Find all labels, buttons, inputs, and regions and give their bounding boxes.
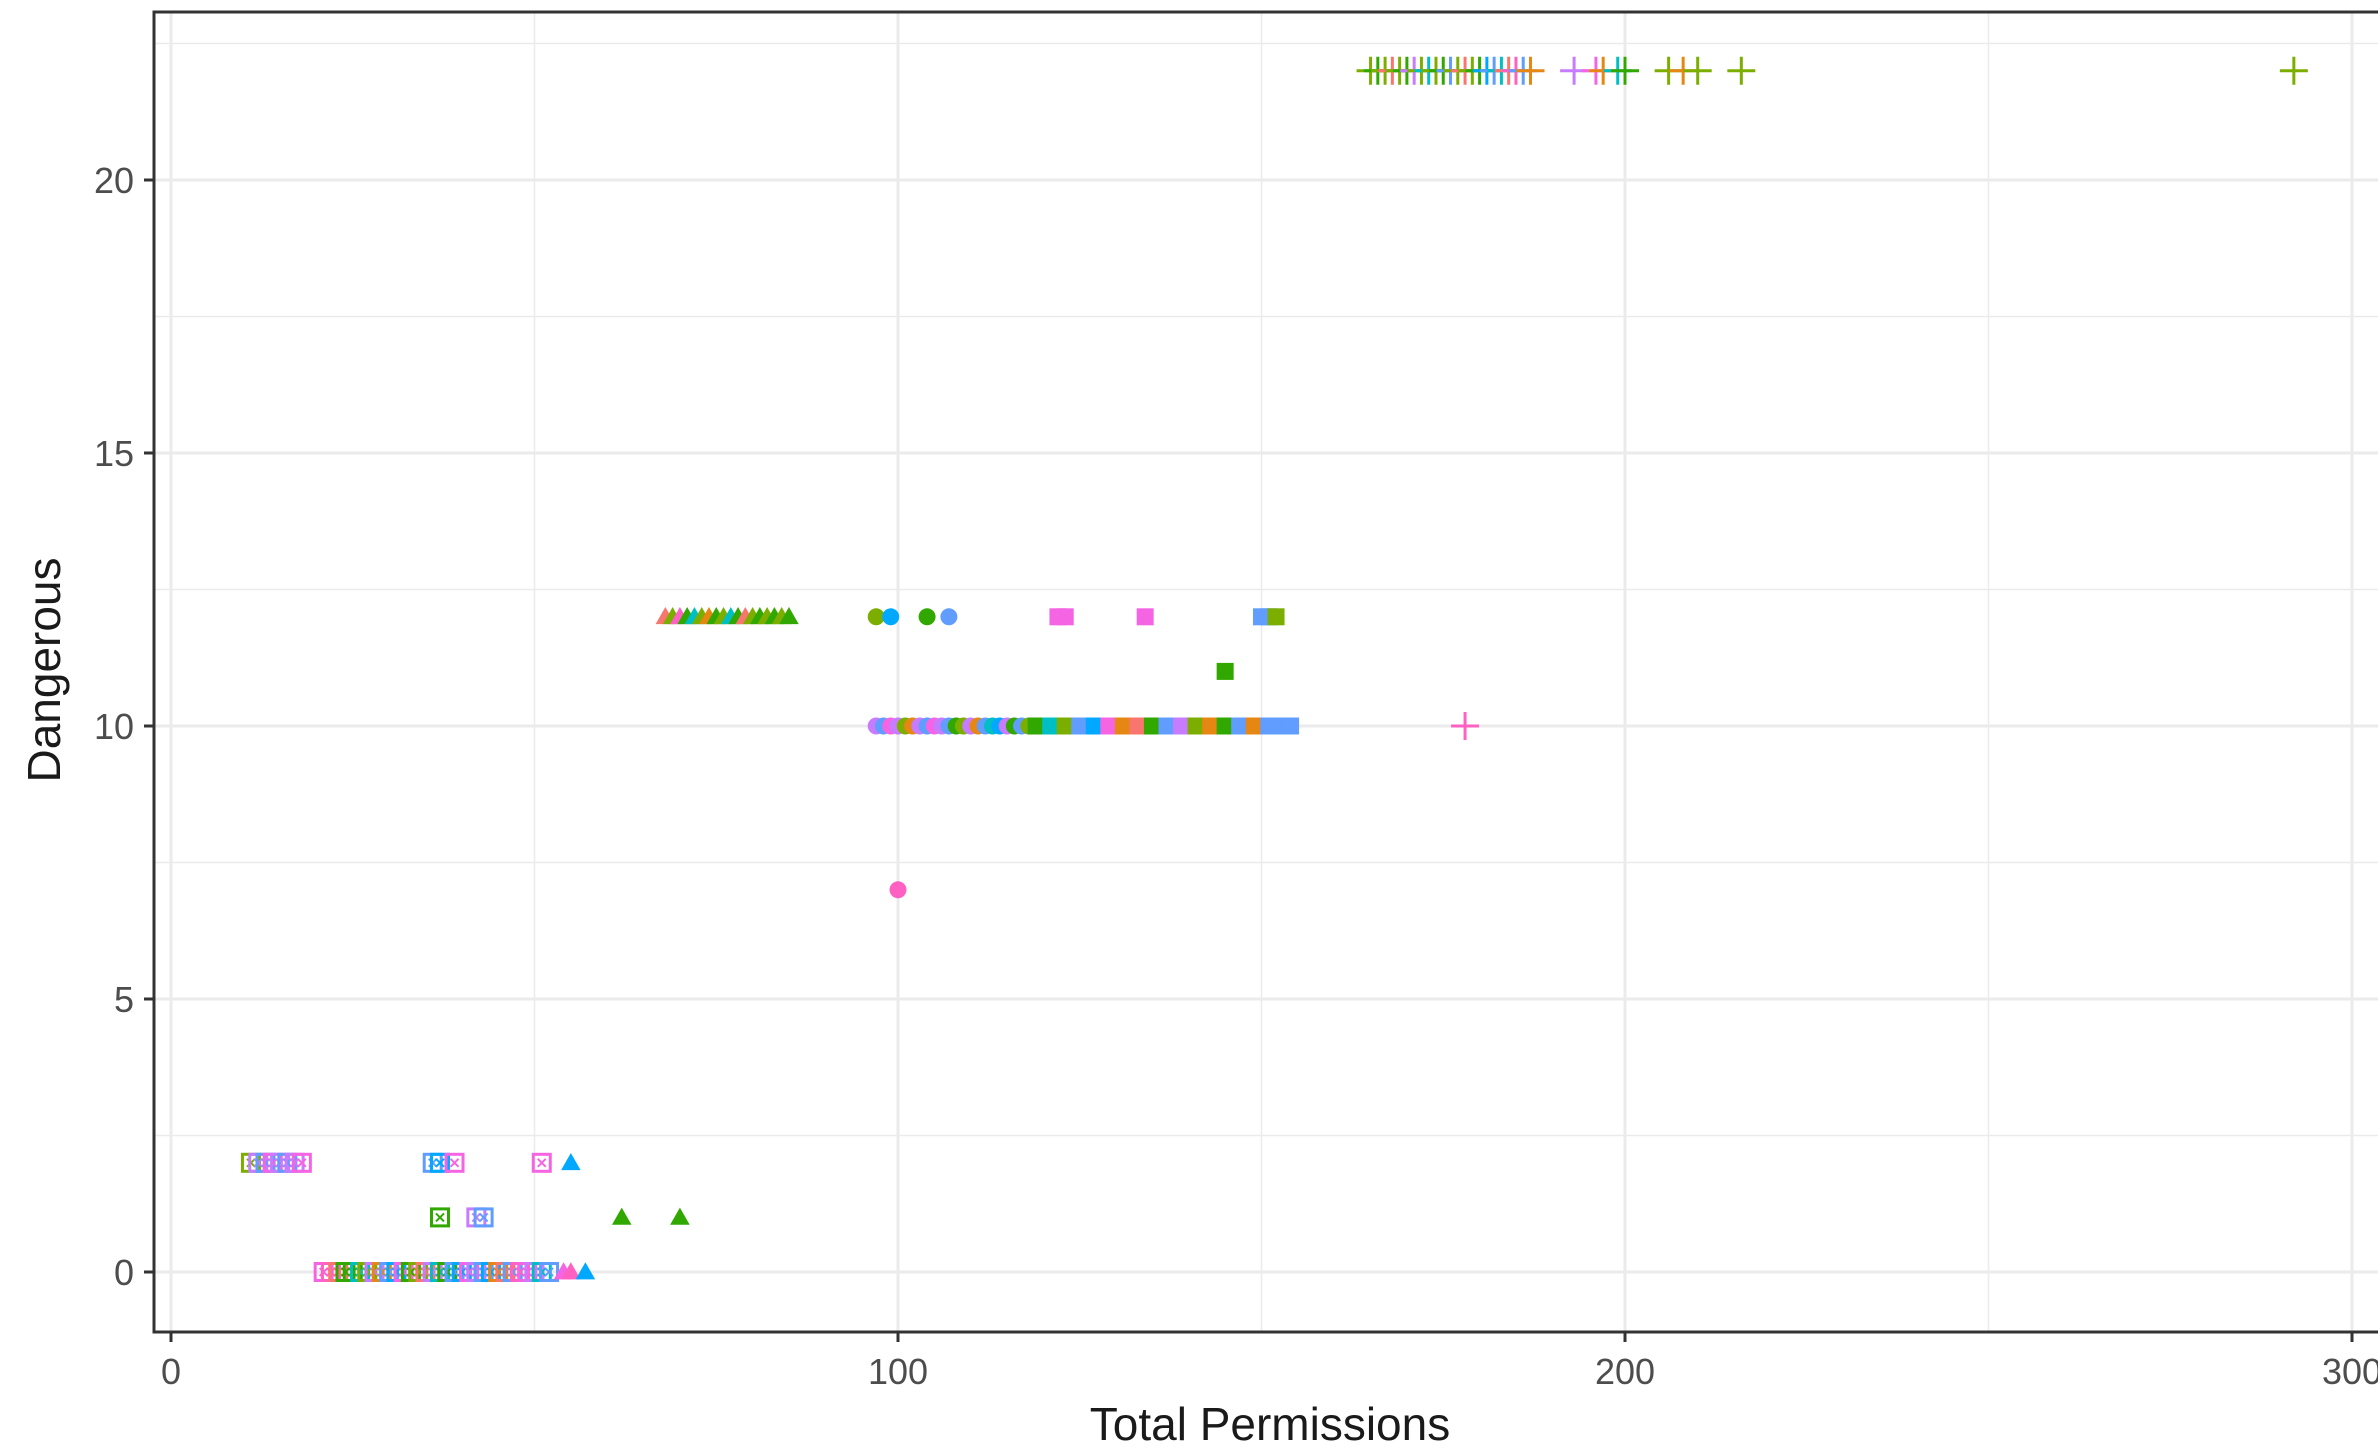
data-point-box — [291, 1152, 312, 1173]
data-point-box — [429, 1207, 450, 1228]
data-point-square — [1056, 717, 1074, 735]
data-point-plus — [1683, 56, 1712, 85]
data-point-square — [1071, 717, 1089, 735]
x-axis-title: Total Permissions — [1090, 1398, 1450, 1450]
axes: 0 100 200 300 0 5 10 15 20 — [94, 160, 2378, 1392]
data-point-square — [1129, 717, 1147, 735]
data-point-square — [1282, 717, 1300, 735]
data-point-triangle — [575, 1262, 596, 1280]
data-point-triangle — [670, 1207, 690, 1225]
data-point-triangle — [779, 607, 799, 625]
x-tick-label: 100 — [868, 1351, 928, 1392]
data-point-square — [1216, 717, 1234, 735]
y-tick-label: 0 — [114, 1252, 134, 1293]
data-point-box-mark — [537, 1158, 547, 1168]
data-point-box-mark — [449, 1158, 460, 1168]
data-points — [240, 56, 2308, 1282]
data-point-square — [1267, 608, 1285, 626]
data-point-box — [429, 1152, 450, 1173]
data-point-square — [1056, 608, 1074, 626]
data-point-box-mark — [478, 1212, 489, 1223]
y-tick-label: 10 — [94, 706, 134, 747]
data-point-box — [444, 1152, 465, 1173]
data-point-plus — [1451, 712, 1480, 740]
data-point-triangle — [561, 1153, 581, 1171]
data-point-square — [1085, 717, 1103, 735]
data-point-square — [1216, 662, 1234, 680]
data-point-circle — [882, 608, 900, 626]
data-point-box-mark — [544, 1267, 554, 1277]
data-point-square — [1231, 717, 1249, 735]
data-point-plus — [1516, 56, 1545, 85]
data-point-square — [1173, 717, 1191, 735]
data-point-box-mark — [297, 1158, 307, 1168]
data-point-box — [531, 1152, 552, 1173]
data-point-square — [1100, 717, 1118, 735]
data-point-circle — [889, 881, 907, 899]
data-point-plus — [1611, 56, 1639, 85]
x-tick-label: 0 — [161, 1351, 181, 1392]
data-point-square — [1027, 717, 1045, 735]
data-point-square — [1187, 717, 1205, 735]
data-point-square — [1114, 717, 1132, 735]
data-point-box — [473, 1207, 494, 1228]
data-point-box-mark — [435, 1158, 445, 1168]
y-tick-label: 15 — [94, 433, 134, 474]
data-point-plus — [1727, 56, 1756, 85]
data-point-square — [1245, 717, 1263, 735]
data-point-square — [1136, 608, 1154, 626]
data-point-square — [1143, 717, 1161, 735]
x-tick-label: 200 — [1595, 1351, 1655, 1392]
y-tick-label: 5 — [114, 979, 134, 1020]
data-point-square — [1042, 717, 1060, 735]
data-point-box — [539, 1262, 560, 1282]
y-tick-label: 20 — [94, 160, 134, 201]
data-point-plus — [2279, 56, 2308, 85]
data-point-square — [1260, 717, 1278, 735]
y-axis-title: Dangerous — [18, 557, 70, 782]
data-point-square — [1158, 717, 1176, 735]
panel-border — [152, 10, 2378, 1334]
data-point-circle — [940, 608, 958, 626]
data-point-box-mark — [435, 1212, 445, 1223]
data-point-triangle — [561, 1262, 581, 1280]
data-point-circle — [867, 608, 885, 626]
x-tick-label: 300 — [2322, 1351, 2378, 1392]
data-point-triangle — [611, 1207, 632, 1225]
data-point-square — [1202, 717, 1220, 735]
data-point-circle — [918, 608, 936, 626]
